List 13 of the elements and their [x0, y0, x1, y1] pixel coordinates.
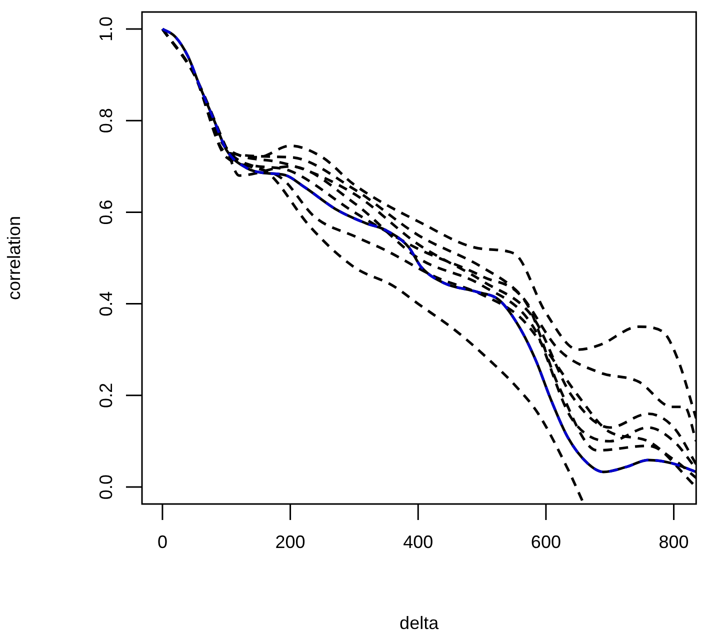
x-tick-label: 800	[658, 532, 689, 552]
y-tick-label: 1.0	[96, 16, 116, 42]
x-tick-label: 400	[403, 532, 434, 552]
y-tick-label: 0.6	[96, 200, 116, 225]
x-tick-label: 0	[157, 532, 168, 552]
x-tick-label: 200	[275, 532, 306, 552]
x-axis-title: delta	[400, 613, 440, 634]
y-tick-label: 0.8	[96, 108, 116, 134]
y-tick-label: 0.2	[96, 382, 116, 408]
y-axis-title: correlation	[4, 216, 24, 300]
y-tick-label: 0.0	[96, 474, 116, 500]
x-tick-label: 600	[530, 532, 561, 552]
y-tick-label: 0.4	[96, 291, 116, 316]
